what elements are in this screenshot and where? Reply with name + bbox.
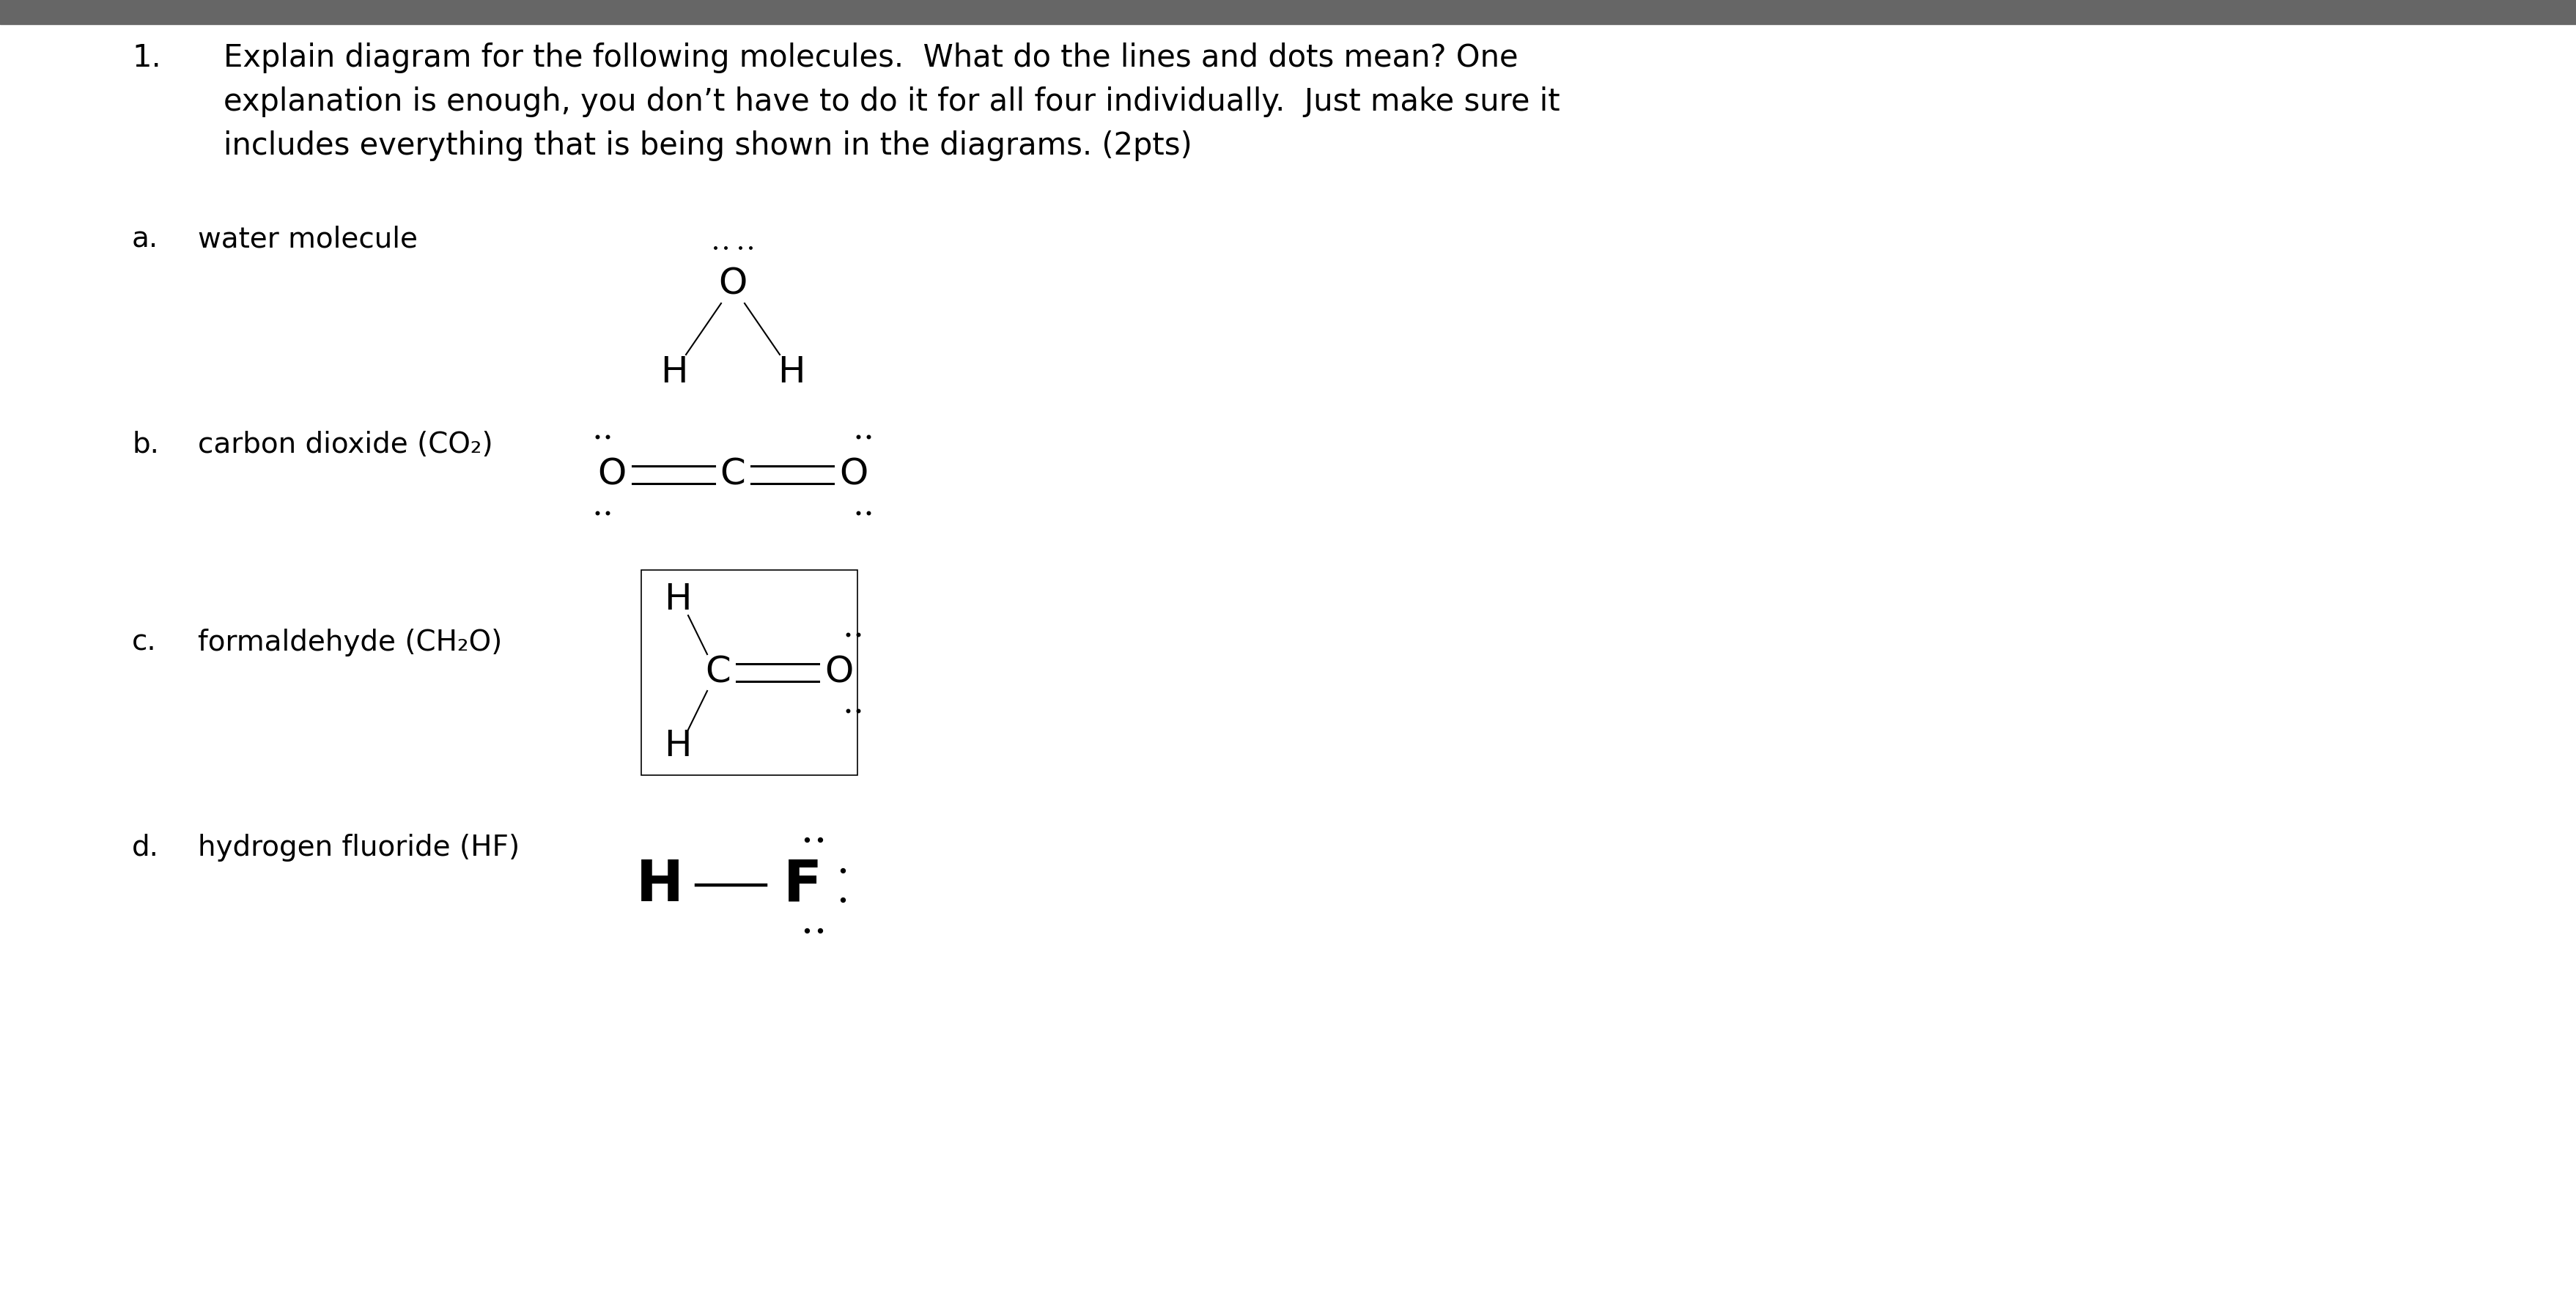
Text: C: C (706, 655, 732, 690)
Text: F: F (783, 857, 822, 913)
Text: water molecule: water molecule (198, 225, 417, 254)
Text: a.: a. (131, 225, 160, 254)
Text: b.: b. (131, 431, 160, 458)
Text: C: C (719, 457, 744, 493)
Text: 1.: 1. (131, 42, 162, 73)
Text: formaldehyde (CH₂O): formaldehyde (CH₂O) (198, 629, 502, 656)
Text: O: O (824, 655, 853, 690)
Text: Explain diagram for the following molecules.  What do the lines and dots mean? O: Explain diagram for the following molecu… (224, 42, 1558, 161)
Text: H: H (659, 355, 688, 390)
Text: O: O (598, 457, 626, 493)
Text: d.: d. (131, 833, 160, 862)
Bar (0, 0, 2576, 24)
Text: O: O (719, 267, 747, 301)
Text: H: H (665, 582, 690, 617)
Text: H: H (636, 857, 683, 913)
Text: H: H (665, 728, 690, 764)
Text: H: H (778, 355, 806, 390)
Text: carbon dioxide (CO₂): carbon dioxide (CO₂) (198, 431, 492, 458)
Text: O: O (840, 457, 868, 493)
Text: hydrogen fluoride (HF): hydrogen fluoride (HF) (198, 833, 520, 862)
Text: c.: c. (131, 629, 157, 656)
